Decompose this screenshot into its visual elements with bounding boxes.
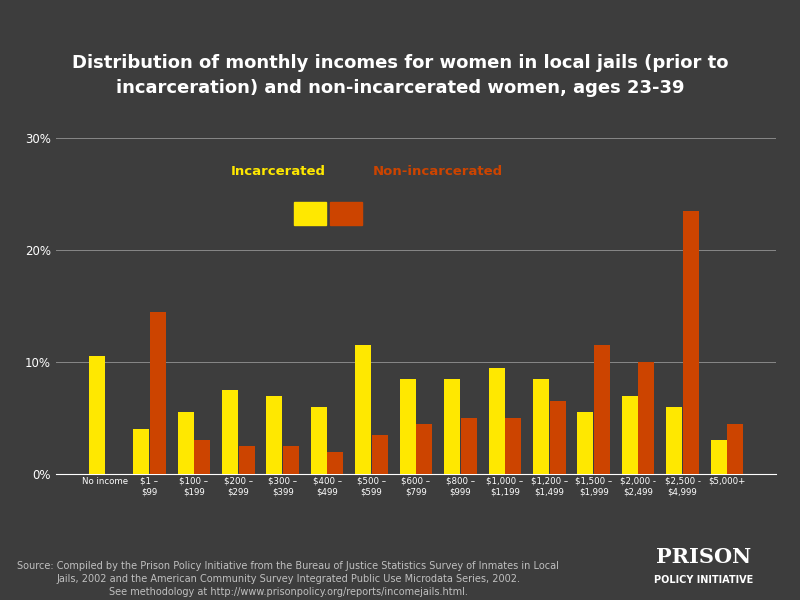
Bar — [505, 418, 521, 474]
Bar — [444, 379, 460, 474]
Bar — [666, 407, 682, 474]
Bar — [238, 446, 254, 474]
Bar — [89, 356, 105, 474]
Bar — [727, 424, 743, 474]
Bar — [178, 412, 194, 474]
Bar — [594, 345, 610, 474]
Bar — [533, 379, 549, 474]
Bar — [622, 395, 638, 474]
Text: Incarcerated: Incarcerated — [231, 166, 326, 178]
Bar — [222, 390, 238, 474]
Bar — [578, 412, 594, 474]
Bar — [133, 429, 149, 474]
Text: Source: Compiled by the Prison Policy Initiative from the Bureau of Justice Stat: Source: Compiled by the Prison Policy In… — [17, 560, 559, 597]
Bar — [266, 395, 282, 474]
Bar — [283, 446, 299, 474]
Bar — [150, 311, 166, 474]
Bar — [461, 418, 477, 474]
Text: Distribution of monthly incomes for women in local jails (prior to
incarceration: Distribution of monthly incomes for wome… — [72, 54, 728, 97]
Bar — [327, 452, 343, 474]
Bar — [710, 440, 726, 474]
Bar — [372, 435, 388, 474]
Bar — [311, 407, 327, 474]
FancyBboxPatch shape — [330, 202, 362, 226]
Bar — [194, 440, 210, 474]
Bar — [550, 401, 566, 474]
Bar — [489, 368, 505, 474]
Bar — [683, 211, 699, 474]
Text: POLICY INITIATIVE: POLICY INITIATIVE — [654, 575, 754, 585]
Text: Non-incarcerated: Non-incarcerated — [373, 166, 503, 178]
Bar — [638, 362, 654, 474]
Bar — [416, 424, 432, 474]
Bar — [355, 345, 371, 474]
Bar — [400, 379, 416, 474]
Text: PRISON: PRISON — [656, 547, 752, 567]
FancyBboxPatch shape — [294, 202, 326, 226]
